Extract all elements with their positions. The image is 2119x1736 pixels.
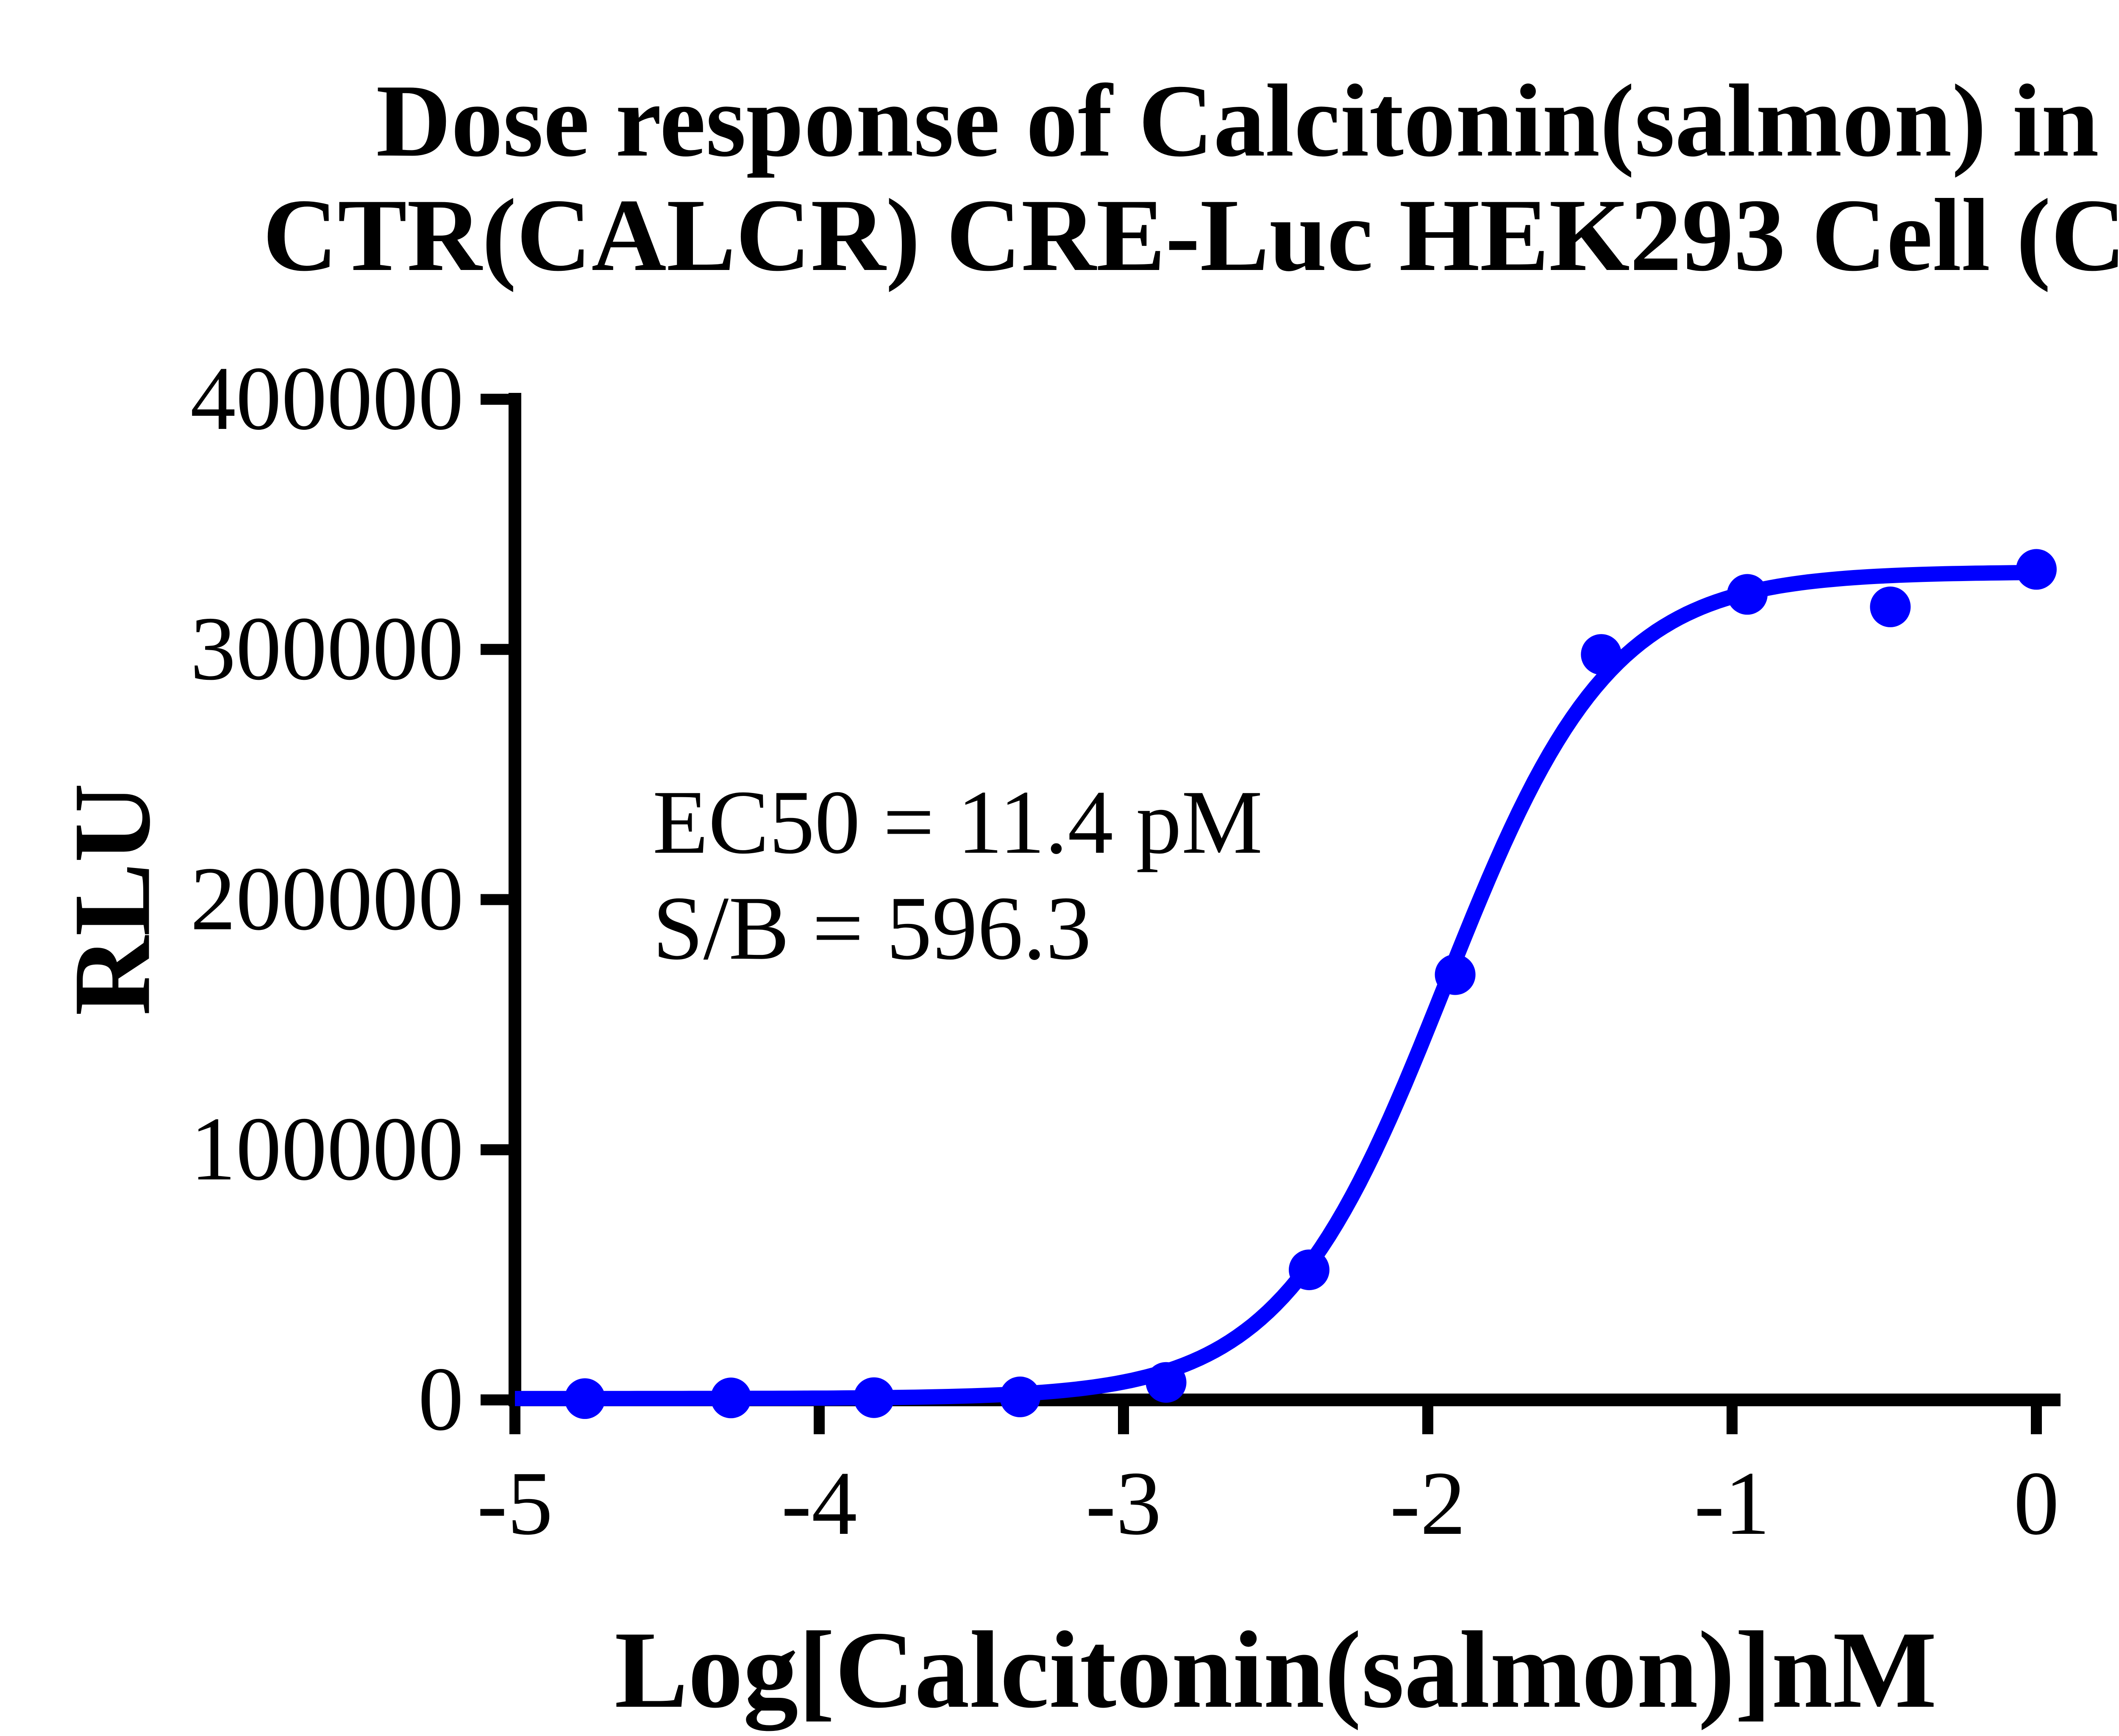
data-point-marker (710, 1377, 751, 1419)
data-point-marker (1435, 954, 1476, 995)
data-point-marker (1727, 574, 1768, 615)
data-point-marker (854, 1377, 895, 1418)
data-point-marker (1146, 1362, 1187, 1403)
data-point-marker (2016, 549, 2057, 590)
fit-curve (515, 565, 2037, 1406)
data-point-marker (999, 1376, 1040, 1417)
ec50-annotation: EC50 = 11.4 pM (653, 771, 1263, 873)
x-axis-title: Log[Calcitonin(salmon)]nM (615, 1609, 1937, 1731)
y-axis-tick (481, 1394, 509, 1405)
data-point-marker (1581, 634, 1622, 675)
y-axis-tick (481, 1144, 509, 1155)
x-axis-tick (1727, 1406, 1738, 1434)
x-axis-tick (2031, 1406, 2042, 1434)
x-axis-tick (1422, 1406, 1433, 1434)
data-point-marker (1870, 586, 1911, 627)
x-tick-label: -1 (1694, 1452, 1770, 1554)
y-axis-tick (481, 894, 509, 905)
y-tick-label: 300000 (190, 598, 464, 699)
x-tick-label: 0 (2013, 1452, 2059, 1554)
y-tick-label: 200000 (190, 848, 464, 949)
y-tick-label: 100000 (190, 1098, 464, 1199)
y-axis-tick (481, 644, 509, 655)
y-tick-label: 400000 (190, 348, 464, 449)
x-tick-label: -2 (1390, 1452, 1466, 1554)
x-tick-label: -5 (477, 1452, 553, 1554)
data-point-marker (1289, 1249, 1329, 1291)
chart-title: Dose response of Calcitonin(salmon) in C… (262, 63, 2119, 292)
x-tick-label: -4 (781, 1452, 857, 1554)
x-axis-tick (814, 1406, 825, 1434)
y-axis-tick (481, 394, 509, 405)
y-tick-label: 0 (418, 1348, 464, 1449)
x-tick-label: -3 (1085, 1452, 1161, 1554)
y-axis-title: RLU (51, 783, 173, 1016)
y-axis-line (509, 393, 521, 1406)
fit-annotation: EC50 = 11.4 pM S/B = 596.3 (653, 769, 1263, 981)
signal-background-annotation: S/B = 596.3 (653, 877, 1092, 979)
x-axis-tick (509, 1406, 520, 1434)
x-axis-tick (1118, 1406, 1129, 1434)
data-point-marker (565, 1378, 606, 1419)
